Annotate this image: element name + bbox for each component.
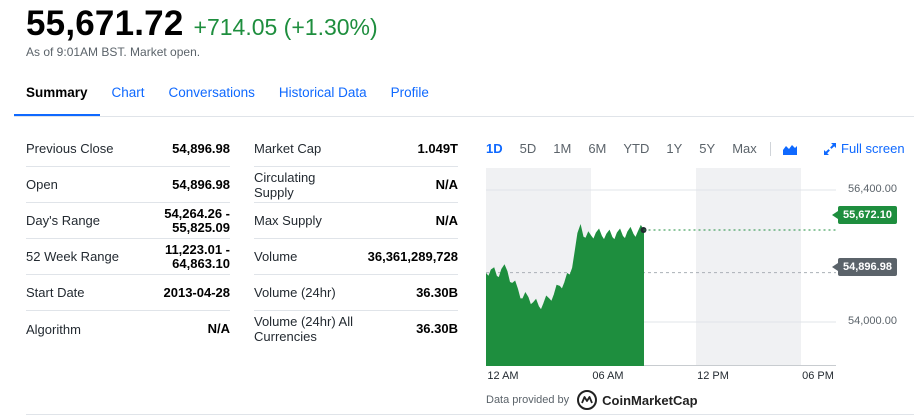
tab-chart[interactable]: Chart (111, 85, 145, 100)
tab-conversations[interactable]: Conversations (168, 85, 255, 100)
section-divider (26, 414, 914, 415)
tab-historical-data[interactable]: Historical Data (278, 85, 367, 100)
fullscreen-button[interactable]: Full screen (824, 141, 905, 156)
stat-label: Volume (24hr) All Currencies (254, 314, 353, 344)
stats-table-right: Market Cap 1.049T Circulating Supply N/A M… (254, 131, 458, 347)
current-price-tag: 55,672.10 (832, 206, 897, 224)
stat-value: 11,223.01 - 64,863.10 (164, 241, 230, 271)
mountain-chart-icon[interactable] (782, 143, 797, 155)
session-band (696, 168, 801, 366)
range-ytd[interactable]: YTD (623, 141, 650, 156)
attribution-text: Data provided by (486, 394, 570, 406)
chart-range-selector: 1D 5D 1M 6M YTD 1Y 5Y Max (486, 141, 797, 156)
x-tick-label: 06 PM (802, 370, 834, 382)
stat-label: Volume (254, 249, 298, 264)
stat-row: Volume 36,361,289,728 (254, 239, 458, 275)
market-status: As of 9:01AM BST. Market open. (26, 45, 201, 59)
previous-close-tag: 54,896.98 (832, 258, 897, 276)
range-max[interactable]: Max (732, 141, 757, 156)
stat-value: 36.30B (416, 321, 458, 336)
range-1d[interactable]: 1D (486, 141, 503, 156)
stat-row: Volume (24hr) All Currencies 36.30B (254, 311, 458, 347)
stat-row: Day's Range 54,264.26 - 55,825.09 (26, 203, 230, 239)
price-change: +714.05 (+1.30%) (193, 14, 378, 40)
range-1m[interactable]: 1M (553, 141, 572, 156)
stat-label: Algorithm (26, 321, 81, 337)
stat-value: N/A (207, 321, 230, 336)
coinmarketcap-logo-icon[interactable] (577, 390, 598, 410)
stat-value: N/A (435, 212, 458, 228)
stat-value: N/A (435, 176, 458, 192)
x-axis: 12 AM 06 AM 12 PM 06 PM (0, 370, 914, 384)
range-divider (769, 141, 771, 156)
tabs-divider (14, 116, 914, 117)
current-price: 55,671.72 (26, 4, 184, 43)
quote-tabs: Summary Chart Conversations Historical D… (14, 76, 441, 117)
stat-label: Volume (24hr) (254, 285, 336, 300)
fullscreen-label: Full screen (841, 141, 905, 156)
stat-value: 54,264.26 - 55,825.09 (164, 205, 230, 235)
stat-value: 54,896.98 (172, 176, 230, 192)
range-1y[interactable]: 1Y (666, 141, 683, 156)
price-area-series (486, 224, 644, 366)
stat-row: Volume (24hr) 36.30B (254, 275, 458, 311)
stat-value: 1.049T (417, 140, 458, 156)
stat-row: Open 54,896.98 (26, 167, 230, 203)
x-tick-label: 12 AM (487, 370, 519, 382)
stat-label: Market Cap (254, 141, 322, 156)
expand-icon (824, 142, 836, 155)
provider-name[interactable]: CoinMarketCap (602, 392, 698, 408)
stat-row: Max Supply N/A (254, 203, 458, 239)
stat-row: Algorithm N/A (26, 311, 230, 347)
stat-row: Market Cap 1.049T (254, 131, 458, 167)
stat-label: Max Supply (254, 213, 322, 228)
stat-label: 52 Week Range (26, 249, 119, 264)
stat-row: Circulating Supply N/A (254, 167, 458, 203)
stat-row: 52 Week Range 11,223.01 - 64,863.10 (26, 239, 230, 275)
range-6m[interactable]: 6M (588, 141, 607, 156)
quote-header: 55,671.72 +714.05 (+1.30%) As of 9:01AM … (26, 4, 378, 59)
stat-label: Circulating Supply (254, 169, 316, 200)
stat-row: Start Date 2013-04-28 (26, 275, 230, 311)
x-tick-label: 12 PM (697, 370, 729, 382)
stat-value: 54,896.98 (172, 140, 230, 156)
tab-summary[interactable]: Summary (14, 76, 100, 117)
price-row: 55,671.72 +714.05 (+1.30%) (26, 4, 378, 44)
price-chart[interactable] (486, 168, 836, 366)
stat-label: Open (26, 177, 58, 192)
stat-row: Previous Close 54,896.98 (26, 131, 230, 167)
stat-value: 2013-04-28 (163, 284, 231, 300)
tab-profile[interactable]: Profile (390, 85, 429, 100)
stat-label: Start Date (26, 285, 85, 300)
y-tick-label: 54,000.00 (848, 315, 897, 327)
range-5y[interactable]: 5Y (699, 141, 716, 156)
stat-label: Day's Range (26, 213, 101, 228)
stat-value: 36,361,289,728 (367, 248, 458, 264)
y-tick-label: 56,400.00 (848, 183, 897, 195)
range-5d[interactable]: 5D (519, 141, 537, 156)
stats-table-left: Previous Close 54,896.98 Open 54,896.98 Da… (26, 131, 230, 347)
data-attribution: Data provided by CoinMarketCap (486, 390, 698, 410)
x-tick-label: 06 AM (592, 370, 624, 382)
stat-label: Previous Close (26, 141, 114, 156)
stat-value: 36.30B (416, 284, 458, 300)
